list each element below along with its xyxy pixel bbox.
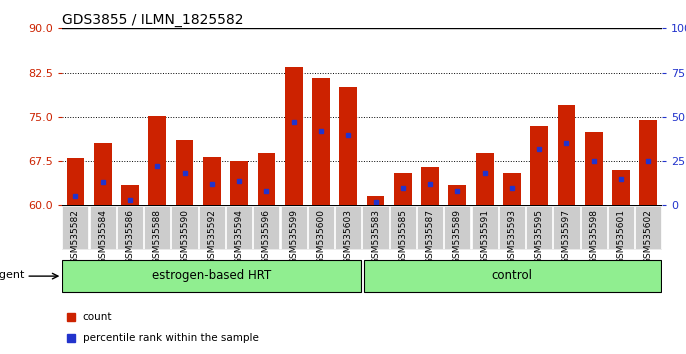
Bar [312, 79, 330, 205]
Text: GSM535585: GSM535585 [399, 209, 407, 264]
FancyBboxPatch shape [635, 206, 661, 249]
Bar [148, 116, 166, 205]
Bar [67, 158, 84, 205]
Bar [449, 185, 466, 205]
FancyBboxPatch shape [335, 206, 362, 249]
FancyBboxPatch shape [417, 206, 443, 249]
FancyBboxPatch shape [226, 206, 252, 249]
Bar [257, 153, 275, 205]
FancyBboxPatch shape [526, 206, 552, 249]
Text: estrogen-based HRT: estrogen-based HRT [152, 269, 272, 282]
Text: GSM535602: GSM535602 [644, 209, 653, 264]
Bar [530, 126, 548, 205]
Text: GSM535594: GSM535594 [235, 209, 244, 264]
Bar [203, 157, 221, 205]
Text: agent: agent [0, 270, 25, 280]
Text: GSM535589: GSM535589 [453, 209, 462, 264]
Text: GSM535593: GSM535593 [508, 209, 517, 264]
Text: count: count [83, 312, 113, 322]
Text: GSM535599: GSM535599 [289, 209, 298, 264]
Text: GSM535586: GSM535586 [126, 209, 134, 264]
FancyBboxPatch shape [580, 206, 607, 249]
FancyBboxPatch shape [390, 206, 416, 249]
Bar [612, 170, 630, 205]
FancyBboxPatch shape [281, 206, 307, 249]
FancyBboxPatch shape [117, 206, 143, 249]
FancyBboxPatch shape [471, 206, 498, 249]
Text: GSM535600: GSM535600 [316, 209, 325, 264]
FancyBboxPatch shape [364, 260, 661, 292]
FancyBboxPatch shape [253, 206, 279, 249]
Text: GSM535591: GSM535591 [480, 209, 489, 264]
Text: GSM535598: GSM535598 [589, 209, 598, 264]
Text: GSM535588: GSM535588 [153, 209, 162, 264]
Bar [503, 173, 521, 205]
Text: GSM535595: GSM535595 [534, 209, 544, 264]
FancyBboxPatch shape [445, 206, 471, 249]
Text: GSM535582: GSM535582 [71, 209, 80, 264]
Text: GSM535584: GSM535584 [98, 209, 107, 264]
FancyBboxPatch shape [362, 206, 388, 249]
FancyBboxPatch shape [199, 206, 225, 249]
FancyBboxPatch shape [499, 206, 525, 249]
Text: GSM535587: GSM535587 [425, 209, 434, 264]
Bar [476, 153, 493, 205]
Text: GSM535596: GSM535596 [262, 209, 271, 264]
Bar [639, 120, 657, 205]
Bar [421, 167, 439, 205]
Text: GDS3855 / ILMN_1825582: GDS3855 / ILMN_1825582 [62, 13, 244, 27]
Bar [94, 143, 112, 205]
Bar [394, 173, 412, 205]
Bar [121, 185, 139, 205]
Text: GSM535590: GSM535590 [180, 209, 189, 264]
Text: GSM535603: GSM535603 [344, 209, 353, 264]
Bar [558, 105, 576, 205]
Bar [585, 132, 602, 205]
Bar [340, 87, 357, 205]
Bar [176, 141, 193, 205]
FancyBboxPatch shape [62, 260, 362, 292]
Text: GSM535601: GSM535601 [617, 209, 626, 264]
FancyBboxPatch shape [308, 206, 334, 249]
FancyBboxPatch shape [90, 206, 116, 249]
Text: percentile rank within the sample: percentile rank within the sample [83, 332, 259, 343]
Text: control: control [491, 269, 532, 282]
Bar [366, 196, 384, 205]
Text: GSM535597: GSM535597 [562, 209, 571, 264]
Bar [230, 161, 248, 205]
FancyBboxPatch shape [608, 206, 634, 249]
Text: GSM535592: GSM535592 [207, 209, 216, 264]
FancyBboxPatch shape [144, 206, 170, 249]
Bar [285, 67, 303, 205]
FancyBboxPatch shape [172, 206, 198, 249]
Text: GSM535583: GSM535583 [371, 209, 380, 264]
FancyBboxPatch shape [554, 206, 580, 249]
FancyBboxPatch shape [62, 206, 88, 249]
